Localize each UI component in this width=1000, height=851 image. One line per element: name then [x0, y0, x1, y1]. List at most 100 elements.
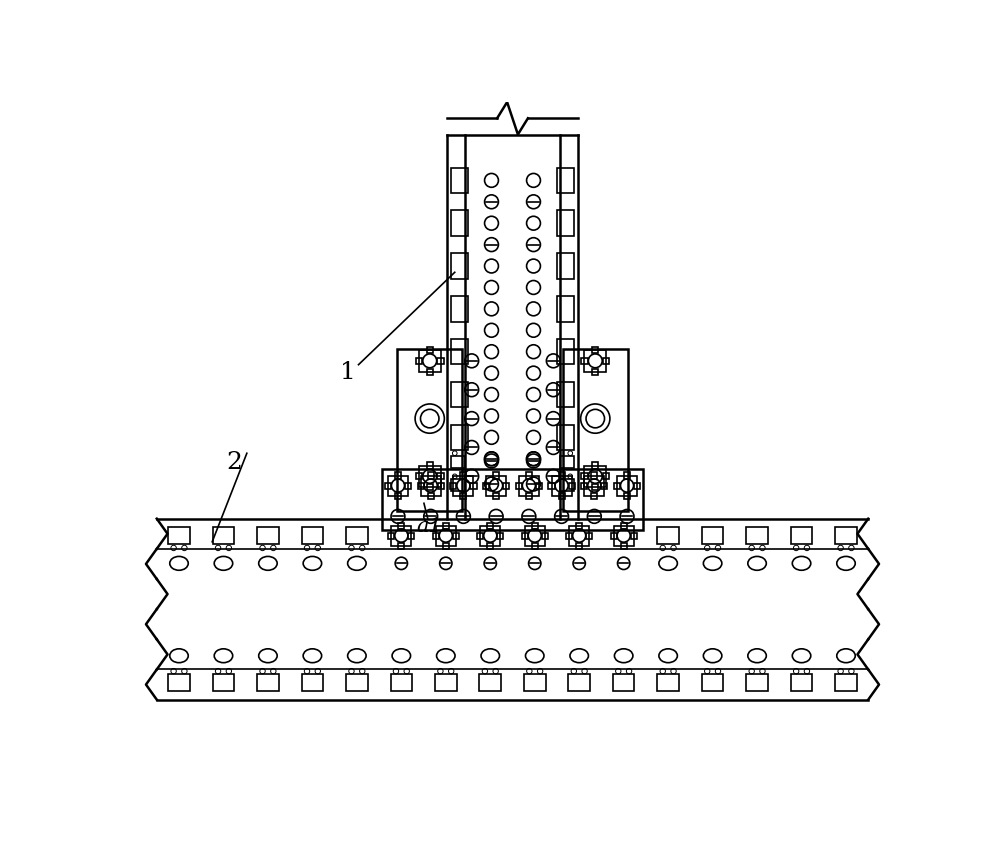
Bar [611, 533, 617, 539]
Bar [443, 543, 449, 549]
Bar [702, 674, 723, 691]
Bar [397, 349, 462, 511]
Bar [168, 674, 190, 691]
Bar [557, 168, 574, 193]
Bar [385, 483, 391, 488]
Bar [568, 674, 590, 691]
Bar [516, 483, 522, 488]
Bar [443, 523, 449, 528]
Bar [617, 476, 637, 495]
Bar [569, 526, 589, 545]
Bar [257, 674, 279, 691]
Bar [835, 527, 857, 544]
Bar [532, 543, 538, 549]
Bar [581, 357, 588, 364]
Bar [451, 254, 468, 279]
Bar [576, 523, 582, 528]
Bar [557, 296, 574, 322]
Bar [487, 523, 493, 528]
Bar [591, 472, 597, 478]
Bar [437, 357, 444, 364]
Bar [557, 254, 574, 279]
Bar [592, 484, 598, 490]
Bar [451, 296, 468, 322]
Bar [451, 382, 468, 408]
Bar [584, 350, 606, 372]
Bar [416, 473, 422, 479]
Bar [576, 543, 582, 549]
Bar [591, 493, 597, 499]
Bar [346, 674, 368, 691]
Bar [398, 543, 404, 549]
Text: a1: a1 [416, 517, 442, 536]
Bar [419, 465, 441, 487]
Bar [451, 425, 468, 450]
Bar [657, 674, 679, 691]
Bar [460, 472, 466, 478]
Bar [395, 472, 401, 478]
Bar [477, 533, 483, 539]
Bar [419, 350, 441, 372]
Bar [601, 483, 607, 488]
Bar [451, 168, 468, 193]
Bar [557, 210, 574, 236]
Bar [483, 483, 489, 488]
Bar [559, 472, 565, 478]
Bar [634, 483, 640, 488]
Bar [624, 493, 630, 499]
Bar [624, 472, 630, 478]
Text: 1: 1 [340, 361, 356, 384]
Bar [584, 465, 606, 487]
Bar [657, 527, 679, 544]
Bar [487, 543, 493, 549]
Bar [435, 674, 457, 691]
Bar [791, 527, 812, 544]
Bar [519, 476, 539, 495]
Bar [428, 493, 434, 499]
Bar [614, 526, 634, 545]
Bar [584, 476, 604, 495]
Bar [557, 425, 574, 450]
Bar [433, 533, 439, 539]
Bar [592, 368, 598, 374]
Bar [395, 493, 401, 499]
Bar [560, 478, 574, 491]
Bar [346, 527, 368, 544]
Bar [526, 472, 532, 478]
Bar [418, 483, 424, 488]
Bar [470, 483, 477, 488]
Bar [557, 382, 574, 408]
Bar [451, 339, 468, 364]
Bar [427, 462, 433, 469]
Bar [451, 210, 468, 236]
Bar [542, 533, 548, 539]
Bar [581, 473, 588, 479]
Text: 2: 2 [226, 451, 242, 474]
Bar [603, 357, 609, 364]
Bar [451, 455, 465, 468]
Bar [168, 527, 190, 544]
Bar [438, 483, 444, 488]
Bar [450, 483, 456, 488]
Bar [405, 483, 411, 488]
Bar [213, 527, 234, 544]
Bar [524, 674, 546, 691]
Bar [382, 469, 643, 530]
Bar [614, 483, 620, 488]
Bar [302, 674, 323, 691]
Bar [566, 533, 572, 539]
Bar [522, 533, 528, 539]
Bar [503, 483, 509, 488]
Bar [497, 533, 503, 539]
Bar [631, 533, 637, 539]
Bar [581, 483, 587, 488]
Bar [746, 674, 768, 691]
Bar [213, 674, 234, 691]
Bar [453, 476, 473, 495]
Bar [621, 523, 627, 528]
Bar [486, 476, 506, 495]
Bar [453, 533, 459, 539]
Bar [480, 526, 500, 545]
Bar [548, 483, 555, 488]
Bar [427, 368, 433, 374]
